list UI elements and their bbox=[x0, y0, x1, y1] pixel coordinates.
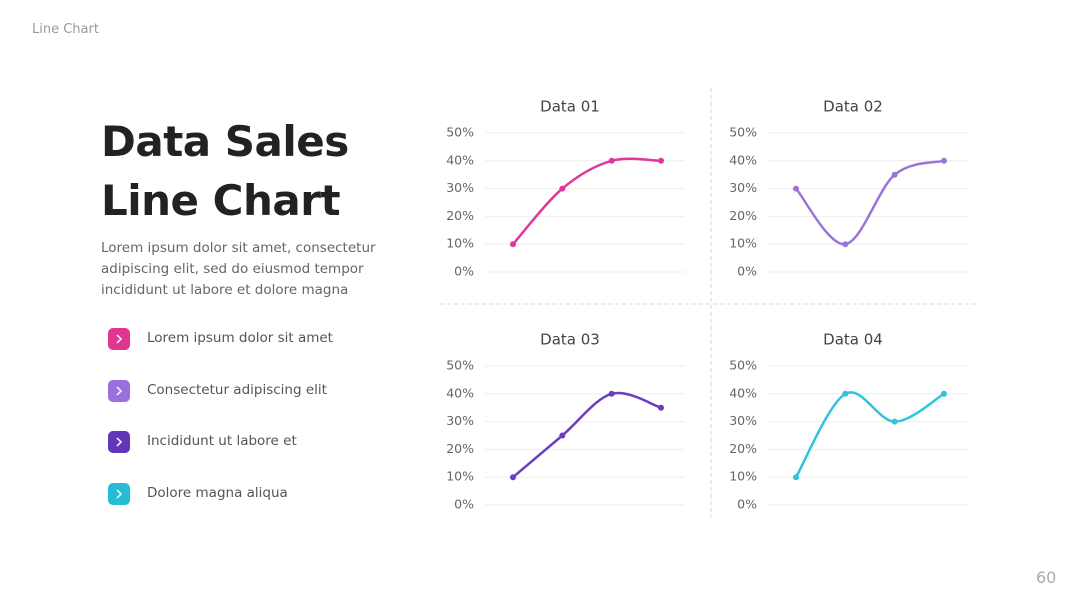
list-icon bbox=[108, 328, 130, 350]
y-tick-label: 0% bbox=[454, 264, 474, 279]
chevron bbox=[116, 489, 123, 499]
list-item: Lorem ipsum dolor sit amet bbox=[147, 330, 333, 346]
page-number: 60 bbox=[1036, 568, 1057, 587]
point bbox=[891, 418, 898, 425]
line bbox=[511, 157, 663, 246]
point bbox=[510, 241, 516, 248]
point bbox=[658, 404, 664, 411]
y-tick-label: 50% bbox=[729, 358, 757, 373]
list-item: Consectetur adipiscing elit bbox=[147, 382, 327, 398]
y-tick-label: 20% bbox=[729, 441, 757, 456]
y-tick-label: 10% bbox=[729, 236, 757, 251]
y-tick-label: 40% bbox=[729, 152, 757, 167]
y-tick-label: 50% bbox=[446, 125, 474, 140]
slide-title: Data Sales Line Chart bbox=[101, 117, 349, 225]
y-tick-label: 50% bbox=[446, 358, 474, 373]
point bbox=[941, 157, 947, 164]
point bbox=[559, 432, 566, 439]
chart-title: Data 04 bbox=[823, 331, 883, 349]
y-tick-label: 20% bbox=[729, 208, 757, 223]
y-tick-label: 0% bbox=[454, 497, 474, 512]
chevron bbox=[116, 437, 123, 447]
y-tick-label: 40% bbox=[729, 385, 757, 400]
chart-title: Data 03 bbox=[540, 331, 600, 349]
y-tick-label: 30% bbox=[729, 180, 757, 195]
y-tick-label: 30% bbox=[446, 413, 474, 428]
y-tick-label: 0% bbox=[737, 264, 757, 279]
list-item: Dolore magna aliqua bbox=[147, 485, 288, 501]
point bbox=[793, 474, 799, 481]
point bbox=[941, 390, 947, 397]
line bbox=[511, 391, 663, 479]
body-text: Lorem ipsum dolor sit amet, consectetur … bbox=[101, 240, 376, 298]
header: Line Chart bbox=[32, 22, 99, 37]
y-tick-label: 10% bbox=[446, 236, 474, 251]
point bbox=[608, 390, 615, 397]
y-tick-label: 50% bbox=[729, 125, 757, 140]
list-icon bbox=[108, 431, 130, 453]
point bbox=[658, 157, 664, 164]
y-tick-label: 0% bbox=[737, 497, 757, 512]
point bbox=[510, 474, 516, 481]
y-tick-label: 10% bbox=[729, 469, 757, 484]
point bbox=[608, 157, 615, 164]
y-tick-label: 30% bbox=[446, 180, 474, 195]
point bbox=[793, 185, 799, 192]
point bbox=[842, 241, 849, 248]
list-icon bbox=[108, 380, 130, 402]
line bbox=[794, 391, 946, 479]
y-tick-label: 20% bbox=[446, 208, 474, 223]
chevron bbox=[116, 334, 123, 344]
chevron bbox=[116, 386, 123, 396]
point bbox=[559, 185, 566, 192]
list-icon bbox=[108, 483, 130, 505]
y-tick-label: 40% bbox=[446, 385, 474, 400]
y-tick-label: 30% bbox=[729, 413, 757, 428]
chart-title: Data 01 bbox=[540, 98, 600, 116]
y-tick-label: 10% bbox=[446, 469, 474, 484]
y-tick-label: 40% bbox=[446, 152, 474, 167]
point bbox=[842, 390, 849, 397]
y-tick-label: 20% bbox=[446, 441, 474, 456]
point bbox=[891, 171, 898, 178]
list-item: Incididunt ut labore et bbox=[147, 433, 297, 449]
line bbox=[794, 159, 946, 246]
chart-title: Data 02 bbox=[823, 98, 883, 116]
